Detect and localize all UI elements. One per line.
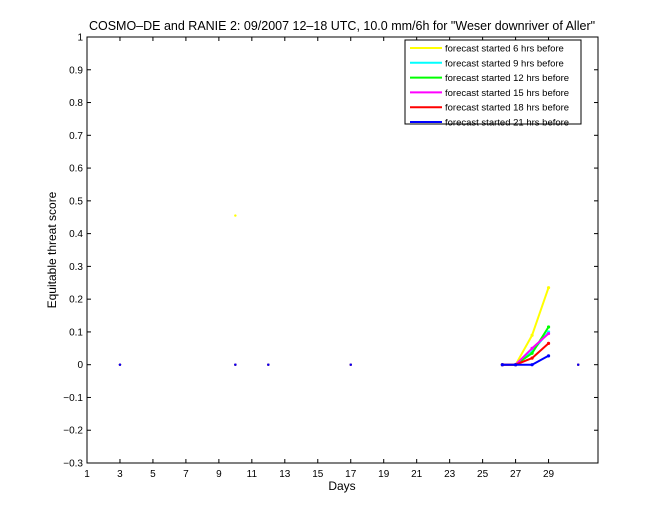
data-point: [234, 363, 237, 366]
series-point: [530, 363, 534, 367]
series-line: [502, 354, 549, 366]
legend-label: forecast started 9 hrs before: [445, 58, 564, 69]
series-point: [546, 331, 551, 336]
x-tick-label: 9: [216, 469, 222, 480]
x-tick-label: 21: [411, 469, 423, 480]
series-point: [500, 363, 504, 367]
legend-label: forecast started 15 hrs before: [445, 88, 569, 99]
y-tick-label: 0.6: [69, 164, 83, 175]
legend-label: forecast started 21 hrs before: [445, 118, 569, 129]
series-point: [530, 346, 534, 350]
y-tick-label: 0.3: [69, 262, 83, 273]
legend-label: forecast started 6 hrs before: [445, 44, 564, 55]
data-point: [577, 363, 580, 366]
series-point: [530, 351, 534, 355]
y-tick-label: 0.7: [69, 131, 83, 142]
series-point: [546, 325, 551, 329]
series-point: [546, 354, 551, 358]
x-tick-label: 5: [150, 469, 156, 480]
y-tick-label: 1: [77, 33, 83, 44]
legend-item: forecast started 18 hrs before: [410, 103, 569, 114]
y-tick-label: 0.2: [69, 295, 83, 306]
series-point: [546, 286, 551, 290]
x-tick-label: 29: [543, 469, 555, 480]
x-tick-label: 19: [378, 469, 390, 480]
y-tick-label: 0.8: [69, 98, 83, 109]
chart-title: COSMO–DE and RANIE 2: 09/2007 12–18 UTC,…: [89, 19, 595, 33]
y-axis-label: Equitable threat score: [45, 191, 59, 308]
data-point: [118, 363, 122, 366]
plot-area: 1 3 5 7 9 11 13 15 17 19 21 23 25 27 29 −0.3−0.2−0.100…: [63, 33, 599, 480]
data-point: [349, 363, 352, 366]
y-tick-label: 0.1: [69, 327, 83, 338]
x-axis: 1 3 5 7 9 11 13 15 17 19 21 23 25 27 29: [84, 37, 555, 480]
y-tick-label: −0.2: [63, 426, 83, 437]
x-tick-label: 23: [444, 469, 456, 480]
series-point: [530, 356, 534, 360]
series-point: [513, 363, 518, 367]
axes-box: [86, 36, 599, 464]
y-axis: −0.3 −0.2 −0.1 0 0.1 0.2 0.3 0.4 0.5 0.6 0.7 0.8 0.9…: [63, 33, 598, 470]
y-tick-label: 0.4: [69, 229, 83, 240]
y-tick-label: −0.3: [63, 459, 83, 470]
x-tick-label: 13: [279, 469, 291, 480]
legend-label: forecast started 12 hrs before: [445, 73, 569, 84]
data-point: [267, 363, 270, 366]
x-tick-label: 7: [183, 469, 189, 480]
x-tick-label: 25: [477, 469, 489, 480]
legend-item: forecast started 9 hrs before: [410, 58, 564, 69]
y-tick-label: −0.1: [63, 393, 83, 404]
x-tick-label: 15: [312, 469, 324, 480]
x-tick-label: 1: [84, 469, 90, 480]
x-tick-label: 3: [117, 469, 123, 480]
legend: forecast started 6 hrs before forecast st…: [404, 39, 582, 129]
x-tick-label: 11: [247, 469, 258, 480]
series-point: [546, 341, 551, 345]
legend-box: [404, 39, 582, 125]
y-tick-label: 0.5: [69, 196, 83, 207]
series-6: [118, 354, 580, 367]
legend-item: forecast started 15 hrs before: [410, 88, 569, 99]
legend-item: forecast started 6 hrs before: [410, 44, 564, 55]
legend-item: forecast started 21 hrs before: [410, 118, 569, 129]
data-point: [234, 214, 237, 217]
legend-item: forecast started 12 hrs before: [410, 73, 569, 84]
x-tick-label: 27: [510, 469, 522, 480]
x-tick-label: 17: [345, 469, 357, 480]
series-layer: [118, 214, 580, 367]
legend-items: forecast started 6 hrs before forecast st…: [410, 44, 569, 129]
series-point: [530, 333, 534, 337]
x-axis-label: Days: [328, 479, 355, 493]
legend-label: forecast started 18 hrs before: [445, 103, 569, 114]
y-tick-label: 0.9: [69, 65, 83, 76]
y-tick-label: 0: [77, 360, 83, 371]
